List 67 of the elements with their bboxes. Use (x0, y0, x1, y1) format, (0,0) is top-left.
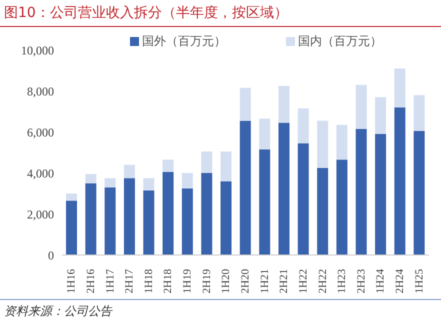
bar (298, 108, 309, 144)
x-tick-label: 2H18 (162, 268, 174, 294)
x-tick-label: 1H22 (297, 269, 310, 294)
x-tick-label: 1H20 (220, 268, 232, 294)
y-tick-label: 4,000 (27, 166, 54, 180)
bar (394, 107, 406, 255)
bar (162, 160, 174, 172)
x-tick-label: 2H21 (278, 269, 290, 294)
bar (201, 151, 212, 173)
bar (104, 187, 116, 255)
x-tick-label: 1H19 (182, 268, 194, 294)
bar (182, 173, 193, 188)
bar (414, 130, 425, 255)
x-tick-label: 2H23 (355, 268, 368, 294)
x-tick-label: 2H19 (200, 268, 213, 294)
bar (220, 181, 232, 255)
bar (278, 122, 290, 255)
legend-label: 国外（百万元） (141, 33, 226, 50)
bar (66, 194, 77, 201)
y-tick-label: 10,000 (21, 43, 54, 58)
bar (375, 134, 386, 255)
bar (317, 168, 328, 255)
x-tick-label: 2H22 (316, 269, 329, 294)
y-tick-label: 8,000 (27, 84, 54, 98)
y-tick-label: 6,000 (27, 125, 54, 140)
chart-title: 图10：公司营业收入拆分（半年度，按区域） (0, 0, 441, 27)
bar (162, 172, 174, 255)
bar (259, 118, 270, 150)
x-tick-label: 1H21 (258, 269, 271, 294)
x-tick-label: 2H24 (394, 268, 406, 294)
legend-label: 国内（百万元） (297, 33, 382, 50)
bar (104, 178, 116, 188)
bar (143, 178, 154, 190)
x-tick-label: 2H20 (240, 268, 252, 294)
y-tick-label: 0 (48, 248, 54, 262)
x-tick-label: 1H25 (413, 268, 426, 294)
bar (278, 86, 290, 123)
x-tick-label: 1H17 (104, 268, 116, 294)
x-tick-label: 1H18 (142, 268, 155, 294)
bar (85, 174, 96, 184)
bar (375, 97, 386, 134)
bar (259, 149, 270, 255)
bar (336, 160, 348, 255)
x-tick-label: 2H16 (84, 268, 97, 294)
y-tick-label: 2,000 (27, 207, 54, 222)
bar (143, 190, 154, 255)
bar (356, 84, 367, 129)
x-tick-label: 1H24 (374, 268, 387, 294)
bar (394, 68, 406, 108)
bar (182, 188, 193, 255)
bar (66, 200, 77, 255)
bar (124, 164, 135, 178)
bar (317, 120, 328, 168)
text: 资料来源：公司公告 (0, 299, 441, 320)
x-tick-label: 1H16 (66, 268, 78, 294)
bar (201, 173, 212, 255)
bar (220, 151, 232, 182)
x-tick-label: 2H17 (124, 268, 136, 294)
x-tick-label: 1H23 (336, 268, 348, 294)
bar (414, 95, 425, 131)
bar (85, 183, 96, 255)
bar (356, 128, 367, 255)
bar (336, 124, 348, 160)
bar (240, 88, 251, 121)
bar (298, 143, 309, 255)
bar (240, 120, 251, 255)
bar (124, 178, 135, 255)
